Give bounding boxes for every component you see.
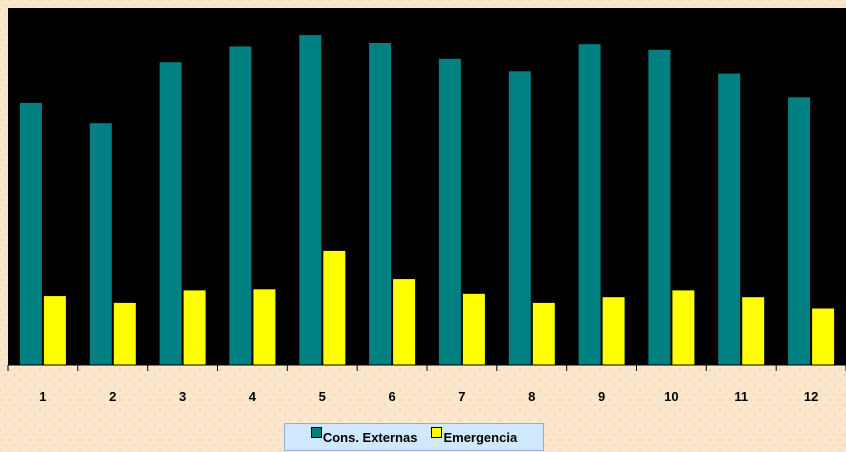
bar-emergencia-12 [812, 308, 835, 365]
bar-emergencia-7 [462, 293, 485, 365]
x-tick-label-2: 2 [109, 389, 116, 404]
bar-emergencia-2 [113, 302, 136, 365]
bar-cons-externas-5 [299, 35, 322, 365]
legend-swatch-cons-externas [310, 426, 322, 438]
x-tick-label-9: 9 [598, 389, 605, 404]
bar-cons-externas-10 [648, 49, 671, 366]
bar-chart: 1 2 3 4 5 6 7 8 9 10 11 12 [7, 8, 846, 404]
bar-cons-externas-8 [508, 71, 531, 366]
x-tick-label-7: 7 [458, 389, 465, 404]
bar-emergencia-3 [183, 290, 206, 365]
x-tick-label-8: 8 [528, 389, 535, 404]
bar-emergencia-6 [393, 279, 416, 365]
x-tick-label-11: 11 [734, 389, 748, 404]
bar-emergencia-9 [602, 297, 625, 365]
bar-emergencia-10 [672, 290, 695, 365]
bar-cons-externas-4 [229, 46, 252, 366]
x-tick-label-6: 6 [388, 389, 395, 404]
x-tick-label-5: 5 [319, 389, 326, 404]
bar-cons-externas-11 [718, 73, 741, 365]
bar-cons-externas-6 [369, 43, 392, 365]
x-tick-label-4: 4 [249, 389, 257, 404]
legend-entry-cons-externas: Cons. Externas [310, 426, 418, 445]
bar-cons-externas-9 [578, 44, 601, 365]
bar-emergencia-8 [532, 302, 555, 365]
legend-label-emergencia: Emergencia [443, 429, 518, 445]
bar-emergencia-11 [742, 297, 765, 365]
bar-cons-externas-12 [788, 97, 811, 366]
x-tick-label-12: 12 [804, 389, 818, 404]
x-tick-label-10: 10 [664, 389, 678, 404]
legend-entry-emergencia: Emergencia [431, 426, 518, 445]
x-tick-label-1: 1 [39, 389, 46, 404]
legend-swatch-emergencia [431, 426, 443, 438]
bar-emergencia-1 [43, 296, 66, 365]
legend-label-cons-externas: Cons. Externas [322, 429, 418, 445]
bar-cons-externas-1 [19, 102, 42, 366]
bar-cons-externas-3 [159, 62, 182, 365]
bar-emergencia-5 [323, 250, 346, 365]
x-tick-label-3: 3 [179, 389, 186, 404]
bar-emergencia-4 [253, 289, 276, 365]
plot-area [8, 8, 846, 365]
legend: Cons. Externas Emergencia [284, 423, 544, 451]
bar-cons-externas-2 [89, 123, 112, 365]
bar-cons-externas-7 [438, 58, 461, 366]
